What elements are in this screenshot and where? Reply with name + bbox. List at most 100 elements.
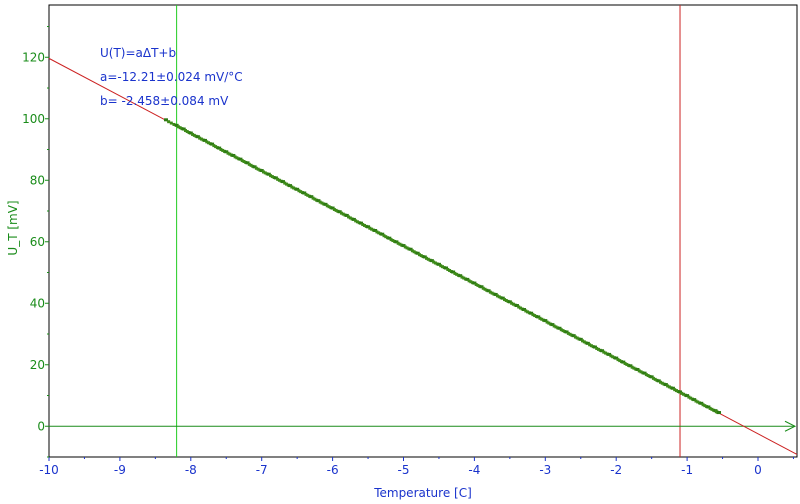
data-point-fill xyxy=(396,241,400,245)
data-point-fill xyxy=(233,155,237,159)
data-point-fill xyxy=(263,171,267,175)
data-point-fill xyxy=(518,306,522,310)
data-point-fill xyxy=(334,208,338,212)
data-point-fill xyxy=(687,395,691,399)
data-point-fill xyxy=(292,186,296,190)
data-point-fill xyxy=(568,332,572,336)
data-point xyxy=(337,210,342,214)
data-point-fill xyxy=(347,215,351,219)
data-point-fill xyxy=(575,336,579,340)
data-point xyxy=(366,225,371,229)
data-point-fill xyxy=(632,366,636,370)
data-point-fill xyxy=(363,223,367,227)
data-point-fill xyxy=(354,219,358,223)
data-point-fill xyxy=(588,343,592,347)
data-point xyxy=(472,281,477,285)
data-point-fill xyxy=(566,331,570,335)
data-point-fill xyxy=(616,358,620,362)
data-point-fill xyxy=(561,329,565,333)
data-point-fill xyxy=(355,220,359,224)
data-point-fill xyxy=(221,148,225,152)
data-point-fill xyxy=(341,212,345,216)
data-point-fill xyxy=(178,126,182,130)
annotation-slope: a=-12.21±0.024 mV/°C xyxy=(100,70,243,84)
data-point-fill xyxy=(325,204,329,208)
data-point-fill xyxy=(198,136,202,140)
data-point-fill xyxy=(375,230,379,234)
data-point xyxy=(181,127,186,131)
data-point xyxy=(465,277,470,281)
data-point-fill xyxy=(637,369,641,373)
data-point xyxy=(330,206,335,210)
data-point-fill xyxy=(708,406,712,410)
data-point-fill xyxy=(453,271,457,275)
data-point xyxy=(422,255,427,259)
data-point-fill xyxy=(538,316,542,320)
x-tick-label: -1 xyxy=(681,463,693,477)
data-point-fill xyxy=(199,137,203,141)
data-point-fill xyxy=(205,140,209,144)
data-point-fill xyxy=(703,404,707,408)
data-point-fill xyxy=(701,403,705,407)
data-point-fill xyxy=(554,325,558,329)
data-point-fill xyxy=(526,310,530,314)
data-point-fill xyxy=(694,399,698,403)
y-tick-label: 60 xyxy=(30,235,45,249)
data-point xyxy=(210,142,215,146)
data-point xyxy=(373,229,378,232)
x-tick-label: -2 xyxy=(610,463,622,477)
data-point xyxy=(174,123,179,127)
data-point xyxy=(507,300,512,304)
data-point-fill xyxy=(595,346,599,350)
data-point-fill xyxy=(299,190,303,194)
data-point-fill xyxy=(524,309,528,313)
data-point-fill xyxy=(510,301,514,305)
data-point-fill xyxy=(242,160,246,164)
data-point xyxy=(529,311,534,315)
data-point xyxy=(685,394,690,398)
data-point xyxy=(692,398,697,402)
data-point xyxy=(571,334,576,338)
data-point-fill xyxy=(623,362,627,366)
data-point xyxy=(288,184,293,188)
data-point-fill xyxy=(382,234,386,238)
data-point xyxy=(163,118,168,122)
data-point xyxy=(628,364,633,368)
data-point xyxy=(387,236,392,240)
data-point xyxy=(717,411,722,415)
data-point-fill xyxy=(490,291,494,295)
data-point xyxy=(351,217,356,221)
annotation-formula: U(T)=aΔT+b xyxy=(100,46,176,60)
data-point-fill xyxy=(682,392,686,396)
data-point xyxy=(295,187,300,191)
data-point-fill xyxy=(511,302,515,306)
data-point-fill xyxy=(696,400,700,404)
data-point xyxy=(238,157,243,161)
data-point-fill xyxy=(497,295,501,299)
data-point xyxy=(649,375,654,379)
x-axis-label: Temperature [C] xyxy=(373,486,472,500)
data-point-fill xyxy=(573,335,577,339)
data-point-fill xyxy=(488,290,492,294)
x-tick-label: -4 xyxy=(468,463,480,477)
data-point-fill xyxy=(653,377,657,381)
data-point-fill xyxy=(285,182,289,186)
data-point-fill xyxy=(426,257,430,261)
data-point-fill xyxy=(680,391,684,395)
data-point xyxy=(415,251,420,255)
data-point xyxy=(600,349,605,353)
data-point xyxy=(231,153,236,157)
data-point-fill xyxy=(710,407,714,411)
data-point-fill xyxy=(247,162,251,166)
y-tick-label: 100 xyxy=(22,112,45,126)
data-point-fill xyxy=(582,340,586,344)
data-point xyxy=(656,379,661,383)
x-tick-label: -8 xyxy=(185,463,197,477)
data-point-fill xyxy=(469,280,473,284)
data-point-fill xyxy=(559,328,563,332)
data-point-fill xyxy=(361,223,365,227)
data-point-fill xyxy=(630,365,634,369)
data-point xyxy=(592,345,597,349)
data-point xyxy=(522,308,527,312)
data-point-fill xyxy=(261,170,265,174)
